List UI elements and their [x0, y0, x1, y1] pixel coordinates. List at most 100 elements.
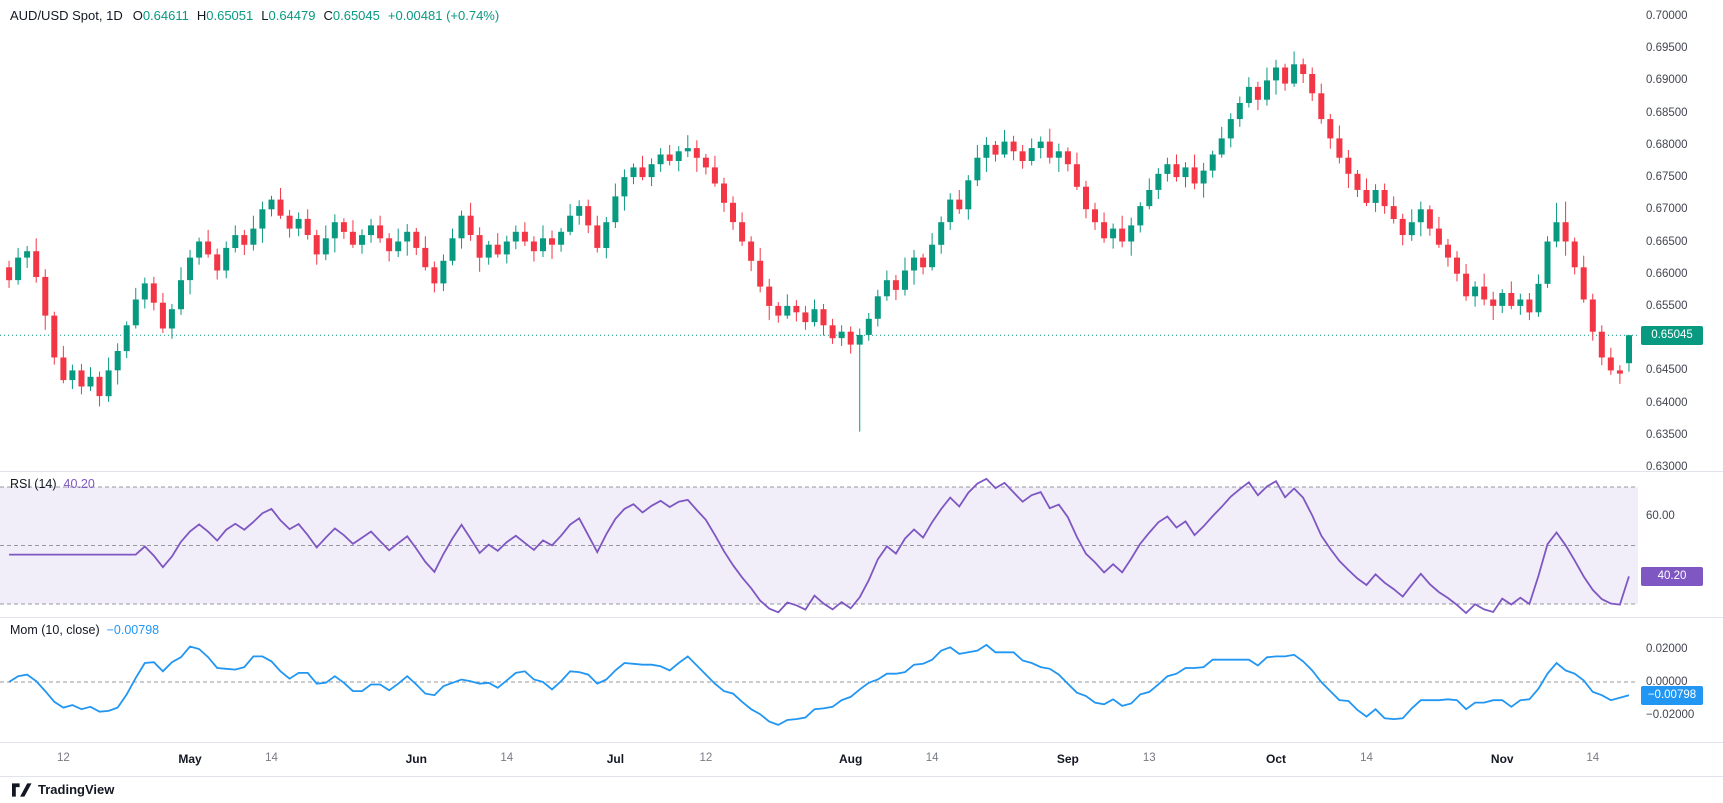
candle-body — [829, 325, 836, 339]
symbol-legend: AUD/USD Spot, 1D O0.64611 H0.65051 L0.64… — [10, 8, 499, 23]
low-label: L — [261, 8, 269, 23]
candle-body — [721, 183, 727, 203]
price-tick-label: 0.66000 — [1646, 267, 1688, 280]
candle-body — [1508, 293, 1515, 306]
candle-body — [883, 280, 890, 297]
candle-body — [78, 370, 85, 387]
candle-body — [1435, 228, 1442, 245]
candle-body — [196, 241, 203, 258]
change-value: +0.00481 (+0.74%) — [387, 8, 500, 23]
candle-body — [168, 309, 175, 329]
candle-body — [1463, 273, 1470, 297]
candle-body — [612, 196, 619, 223]
candle-body — [1182, 167, 1189, 178]
candle-body — [377, 225, 384, 239]
time-axis-label: 14 — [925, 752, 939, 764]
candle-body — [467, 215, 474, 235]
candle-body — [603, 222, 610, 248]
tradingview-logo[interactable]: TradingView — [12, 782, 114, 797]
rsi-panel[interactable]: RSI (14) 40.20 40.20 60.00 — [0, 471, 1723, 617]
candle-body — [1200, 170, 1207, 184]
time-axis-label: Nov — [1490, 752, 1514, 766]
candle-body — [1055, 151, 1062, 158]
price-tick-label: 0.65500 — [1646, 299, 1688, 312]
candle-body — [476, 235, 483, 258]
candle-body — [1146, 190, 1153, 207]
candle-body — [286, 215, 293, 229]
candle-body — [105, 370, 112, 397]
candle-body — [1499, 293, 1506, 306]
candle-body — [657, 154, 664, 165]
price-tick-label: 0.64500 — [1646, 364, 1688, 377]
momentum-value-badge: −0.00798 — [1641, 685, 1703, 705]
price-panel[interactable]: AUD/USD Spot, 1D O0.64611 H0.65051 L0.64… — [0, 0, 1723, 473]
candle-body — [621, 177, 628, 197]
candle-body — [1245, 86, 1252, 103]
candle-body — [530, 241, 537, 252]
momentum-line — [8, 643, 1630, 726]
ohlc-close: C0.65045 — [323, 8, 379, 23]
candle-body — [349, 231, 356, 245]
candle-body — [1607, 357, 1614, 371]
candle-body — [1426, 209, 1433, 229]
candle-body — [1363, 190, 1370, 203]
rsi-chart-canvas[interactable] — [0, 472, 1723, 617]
close-value: 0.65045 — [332, 8, 380, 23]
price-tick-label: 0.67000 — [1646, 203, 1688, 216]
candle-body — [820, 309, 827, 326]
time-axis[interactable]: 12 May 14 Jun 14 Jul 12 Aug 14 Sep 13 Oct 14 Nov 14 — [0, 742, 1723, 776]
candle-body — [757, 260, 764, 287]
candle-body — [250, 228, 257, 245]
time-axis-label: Aug — [838, 752, 863, 766]
candle-body — [1481, 286, 1488, 300]
candle-body — [983, 144, 990, 158]
candle-body — [1454, 257, 1460, 274]
candle-body — [503, 241, 510, 255]
ohlc-open: O0.64611 — [133, 8, 189, 23]
open-label: O — [132, 8, 143, 23]
candle-body — [1254, 86, 1261, 100]
candle-body — [268, 199, 275, 210]
candle-body — [992, 144, 999, 155]
candle-body — [1001, 141, 1008, 155]
candle-body — [1110, 228, 1117, 239]
momentum-current-value: −0.00798 — [106, 623, 160, 637]
time-axis-label: Oct — [1265, 752, 1286, 766]
candle-body — [1273, 67, 1279, 81]
rsi-title[interactable]: RSI (14) — [10, 477, 57, 491]
candle-body — [549, 238, 555, 245]
candle-body — [1517, 299, 1524, 306]
momentum-chart-canvas[interactable] — [0, 618, 1723, 742]
candle-body — [793, 305, 800, 313]
momentum-title[interactable]: Mom (10, close) — [10, 623, 100, 637]
candle-body — [1580, 267, 1587, 300]
candle-body — [69, 370, 76, 381]
candle-body — [1282, 67, 1289, 84]
candle-body — [449, 238, 456, 261]
price-chart-canvas[interactable] — [0, 0, 1723, 470]
candle-body — [892, 280, 899, 290]
candle-body — [277, 199, 284, 216]
rsi-value-badge: 40.20 — [1641, 566, 1703, 586]
candle-body — [1544, 241, 1551, 284]
price-tick-label: 0.68500 — [1646, 106, 1688, 119]
symbol-title[interactable]: AUD/USD Spot, 1D — [10, 8, 123, 23]
price-tick-label: 0.63000 — [1646, 461, 1688, 473]
price-tick-label: 0.63500 — [1646, 428, 1688, 441]
momentum-panel[interactable]: Mom (10, close) −0.00798 −0.00798 0.0200… — [0, 617, 1723, 742]
close-label: C — [323, 8, 333, 23]
candle-body — [494, 244, 501, 255]
candle-body — [1028, 148, 1035, 161]
candle-body — [1155, 173, 1162, 190]
candle-body — [259, 209, 266, 229]
candle-body — [1399, 218, 1406, 235]
low-value: 0.64479 — [268, 8, 316, 23]
candle-body — [766, 286, 773, 306]
candle-body — [1046, 141, 1053, 158]
candle-body — [1336, 138, 1343, 158]
candle-body — [938, 222, 945, 245]
candle-body — [1010, 141, 1017, 152]
candle-body — [1626, 335, 1632, 364]
candle-body — [947, 199, 954, 223]
candle-body — [594, 225, 601, 248]
